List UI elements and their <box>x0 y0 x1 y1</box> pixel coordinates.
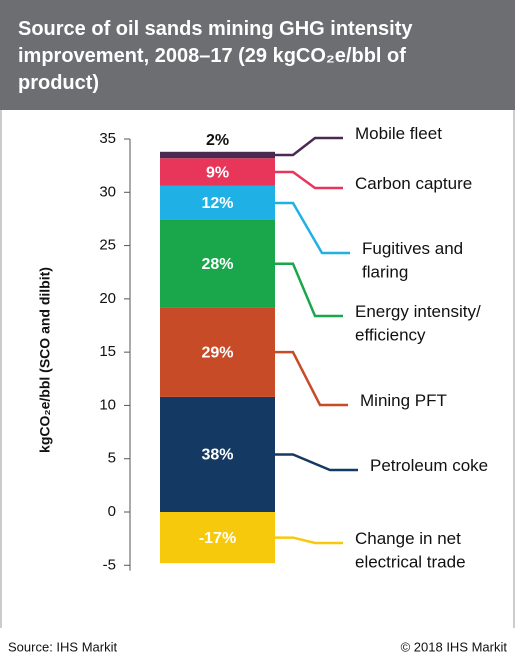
y-axis-label: kgCO₂e/bbl (SCO and dilbit) <box>37 267 53 453</box>
bar-segment <box>160 158 275 186</box>
bar-segment <box>160 307 275 397</box>
value-label: 38% <box>201 447 233 464</box>
legend-label: Fugitives and flaring <box>362 239 463 282</box>
connector <box>275 453 358 472</box>
value-label: 12% <box>201 195 233 212</box>
y-tick-label: 0 <box>108 503 116 520</box>
copyright: © 2018 IHS Markit <box>401 639 508 654</box>
bar-segment <box>160 151 275 159</box>
connector <box>275 201 350 255</box>
legend-label: Carbon capture <box>355 174 472 193</box>
y-tick-label: 15 <box>99 343 116 360</box>
y-tick-label: -5 <box>103 556 116 573</box>
legend-label: Petroleum coke <box>370 456 488 475</box>
y-tick-label: 20 <box>99 290 116 307</box>
source: Source: IHS Markit <box>8 639 117 654</box>
y-tick-label: 5 <box>108 450 116 467</box>
bar-segment <box>160 219 275 308</box>
value-label: 2% <box>206 132 229 149</box>
connector <box>275 350 348 407</box>
y-tick-label: 10 <box>99 396 116 413</box>
bar-segment <box>160 185 275 220</box>
value-label: 29% <box>201 344 233 361</box>
value-label: 28% <box>201 256 233 273</box>
bar-segment <box>160 396 275 512</box>
legend-label: Mining PFT <box>360 391 447 410</box>
y-tick-label: 30 <box>99 183 116 200</box>
connector <box>275 536 343 545</box>
value-label: 9% <box>206 164 229 181</box>
y-tick-label: 35 <box>99 130 116 147</box>
chart-title: Source of oil sands mining GHG intensity… <box>18 18 413 94</box>
header: Source of oil sands mining GHG intensity… <box>0 0 515 110</box>
value-label: -17% <box>199 530 236 547</box>
connector <box>275 262 343 318</box>
connector <box>275 170 343 190</box>
legend-label: Energy intensity/efficiency <box>355 302 481 345</box>
legend-label: Change in net electrical trade <box>355 529 466 572</box>
y-tick-label: 25 <box>99 237 116 254</box>
connector <box>275 136 343 157</box>
bar-segment <box>160 512 275 564</box>
legend-label: Mobile fleet <box>355 124 442 143</box>
